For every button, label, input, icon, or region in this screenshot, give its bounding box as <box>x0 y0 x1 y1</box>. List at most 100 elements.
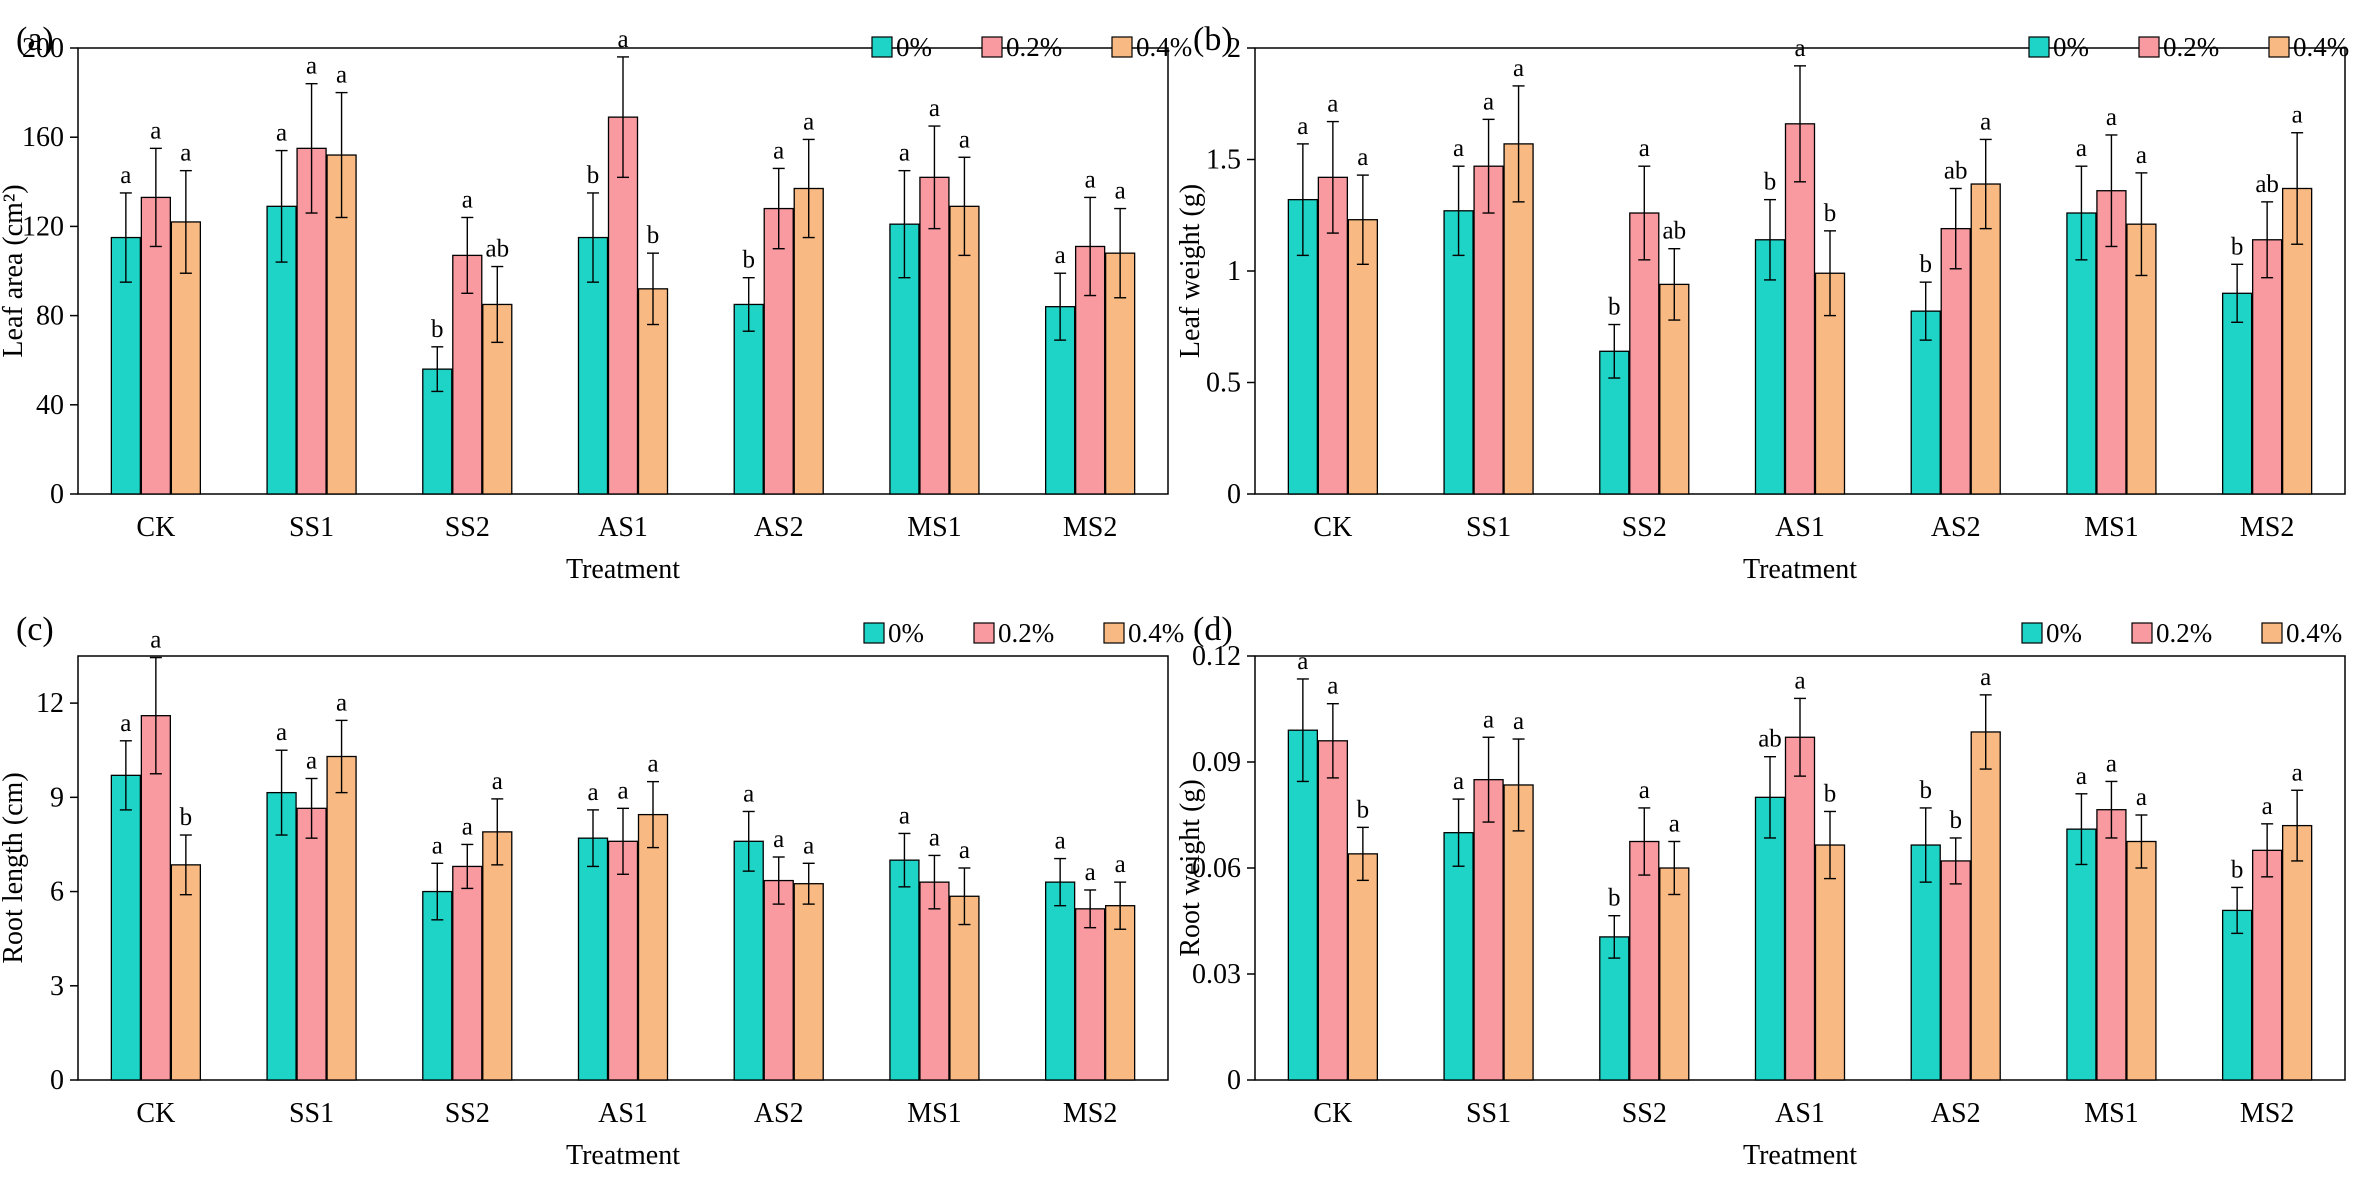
significance-label: a <box>2136 142 2147 169</box>
significance-label: a <box>1453 768 1464 795</box>
bar-as1-0 <box>1754 796 1786 1081</box>
significance-label: a <box>1453 135 1464 162</box>
significance-label: a <box>336 62 347 89</box>
y-tick-label: 0.09 <box>1192 747 1241 778</box>
significance-label: a <box>803 108 814 135</box>
x-tick-label: SS2 <box>1622 1098 1667 1129</box>
significance-label: a <box>617 777 628 804</box>
y-tick-label: 0 <box>50 1065 64 1096</box>
x-axis-title: Treatment <box>1743 1140 1857 1171</box>
legend-label-1: 0.2% <box>2156 618 2212 648</box>
bar-ms2-0 <box>2221 909 2253 1081</box>
x-axis-title: Treatment <box>566 1140 680 1171</box>
significance-label: a <box>150 627 161 654</box>
bar-as2-0 <box>733 840 764 1081</box>
bar-ms1-0 <box>889 859 920 1081</box>
x-tick-label: MS1 <box>907 512 961 543</box>
y-axis-title: Root weight (g) <box>1175 779 1206 956</box>
significance-label: b <box>2231 856 2244 883</box>
bar-ss2-2 <box>482 831 513 1081</box>
significance-label: a <box>306 53 317 80</box>
bar-ms1-1 <box>2096 809 2127 1081</box>
significance-label: a <box>1115 178 1126 205</box>
bar-ms1-2 <box>949 895 980 1081</box>
legend: 0% 0.2% 0.4% <box>863 618 1184 648</box>
bar-ss2-1 <box>452 254 483 495</box>
significance-label: a <box>1115 851 1126 878</box>
significance-label: b <box>587 162 600 189</box>
bar-ss2-0 <box>1599 936 1630 1081</box>
y-tick-label: 160 <box>22 122 64 153</box>
significance-label: a <box>1639 135 1650 162</box>
x-tick-label: SS2 <box>445 1098 490 1129</box>
significance-label: a <box>2262 793 2273 820</box>
x-tick-label: CK <box>1313 512 1352 543</box>
y-tick-label: 40 <box>36 390 64 421</box>
y-tick-label: 1.5 <box>1206 145 1241 176</box>
x-tick-label: AS2 <box>1931 512 1981 543</box>
x-tick-label: SS2 <box>445 512 490 543</box>
bar-ss1-1 <box>1473 779 1504 1081</box>
legend: 0% 0.2% 0.4% <box>871 32 1192 62</box>
y-tick-label: 0.12 <box>1192 641 1241 672</box>
y-axis-title: Root length (cm) <box>0 772 29 963</box>
significance-label: a <box>2106 750 2117 777</box>
y-tick-label: 0.06 <box>1192 853 1241 884</box>
bar-ss1-0 <box>1443 832 1474 1081</box>
significance-label: ab <box>1662 218 1686 245</box>
significance-label: b <box>1949 807 1962 834</box>
bar-ss2-1 <box>452 865 483 1081</box>
legend-label-0: 0% <box>888 618 924 648</box>
legend-swatch-0 <box>871 36 893 58</box>
significance-label: a <box>1357 144 1368 171</box>
bar-as2-2 <box>1970 731 2001 1081</box>
significance-label: a <box>2292 759 2303 786</box>
significance-label: a <box>2292 102 2303 129</box>
legend-label-0: 0% <box>2053 32 2089 62</box>
x-tick-label: MS1 <box>907 1098 961 1129</box>
legend-label-0: 0% <box>2046 618 2082 648</box>
legend-swatch-0 <box>863 622 885 644</box>
significance-label: a <box>1639 777 1650 804</box>
bar-as2-2 <box>793 187 824 495</box>
bar-as1-2 <box>1814 844 1846 1081</box>
bar-ck-2 <box>170 864 202 1081</box>
significance-label: ab <box>485 236 509 263</box>
x-tick-label: CK <box>136 1098 175 1129</box>
x-tick-label: MS1 <box>2084 512 2138 543</box>
legend-label-1: 0.2% <box>2163 32 2219 62</box>
significance-label: a <box>120 710 131 737</box>
legend-swatch-2 <box>1103 622 1125 644</box>
significance-label: b <box>1824 780 1837 807</box>
bar-as1-1 <box>607 840 639 1081</box>
y-tick-label: 3 <box>50 971 64 1002</box>
significance-label: ab <box>1758 726 1782 753</box>
x-tick-label: SS1 <box>289 512 334 543</box>
significance-label: a <box>1055 828 1066 855</box>
x-tick-label: MS2 <box>1063 1098 1117 1129</box>
bar-as2-0 <box>1910 310 1941 495</box>
bar-ms2-0 <box>1044 881 1076 1081</box>
significance-label: a <box>276 719 287 746</box>
significance-label: a <box>306 747 317 774</box>
legend-label-0: 0% <box>896 32 932 62</box>
legend-label-1: 0.2% <box>1006 32 1062 62</box>
significance-label: a <box>2136 784 2147 811</box>
legend-swatch-1 <box>973 622 995 644</box>
bar-ck-1 <box>1317 740 1349 1081</box>
x-tick-label: MS1 <box>2084 1098 2138 1129</box>
y-tick-label: 120 <box>22 211 64 242</box>
panel-label: (b) <box>1193 21 1233 58</box>
y-tick-label: 12 <box>36 688 64 719</box>
bar-ss2-0 <box>422 890 453 1081</box>
x-tick-label: SS1 <box>289 1098 334 1129</box>
legend-label-2: 0.4% <box>1128 618 1184 648</box>
x-tick-label: SS1 <box>1466 1098 1511 1129</box>
significance-label: a <box>1055 242 1066 269</box>
panel-label: (a) <box>16 21 54 58</box>
legend-label-2: 0.4% <box>2286 618 2342 648</box>
bar-ss1-2 <box>326 755 357 1081</box>
significance-label: a <box>587 779 598 806</box>
legend-label-2: 0.4% <box>1136 32 1192 62</box>
